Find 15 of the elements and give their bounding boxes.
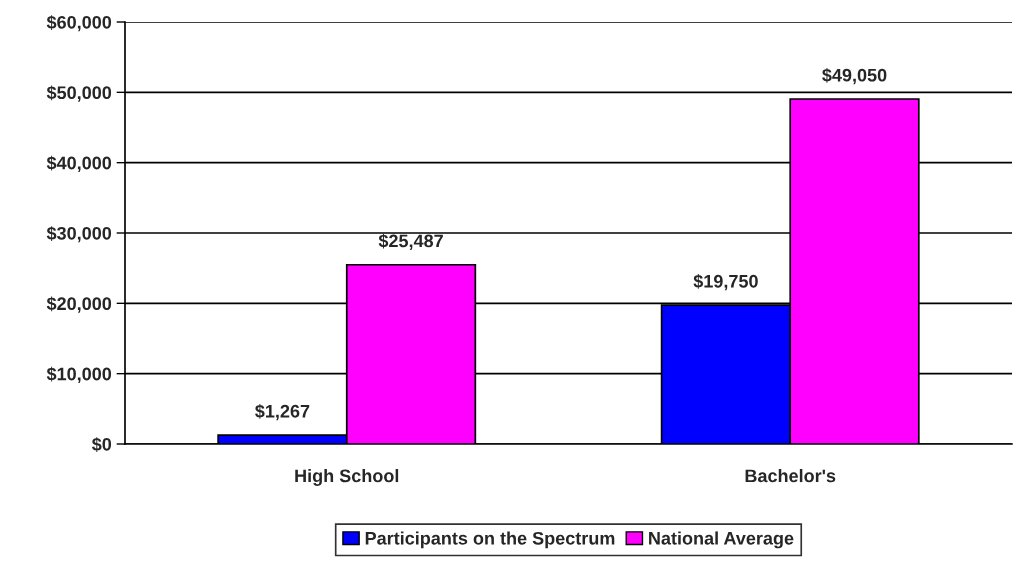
x-tick-label: Bachelor's bbox=[745, 469, 836, 483]
x-tick-label: High School bbox=[295, 469, 399, 486]
data-label: $1,267 bbox=[255, 404, 310, 421]
y-tick-label: $0 bbox=[91, 437, 112, 452]
data-label: $25,487 bbox=[378, 233, 443, 250]
legend-label: National Average bbox=[649, 531, 794, 549]
y-tick-label: $10,000 bbox=[46, 366, 112, 383]
legend-label: Participants on the Spectrum bbox=[365, 531, 615, 549]
y-tick-label: $60,000 bbox=[46, 15, 112, 32]
y-tick-label: $40,000 bbox=[46, 155, 112, 172]
data-label: $19,750 bbox=[693, 274, 758, 291]
y-tick-label: $50,000 bbox=[46, 85, 112, 102]
y-tick-label: $20,000 bbox=[46, 296, 112, 313]
data-label: $49,050 bbox=[822, 67, 887, 85]
y-tick-label: $30,000 bbox=[46, 226, 112, 243]
